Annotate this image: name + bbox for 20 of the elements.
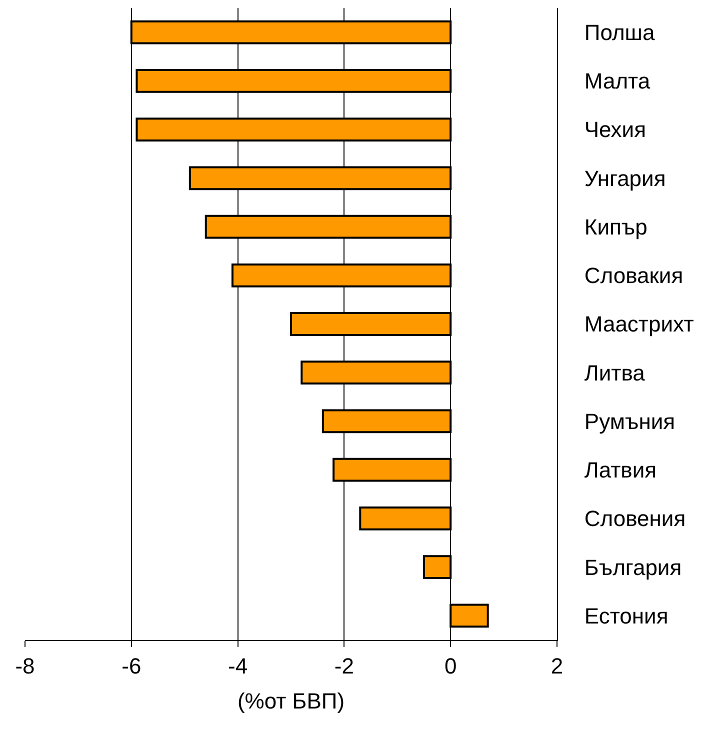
x-tick-label: -2 (334, 653, 354, 678)
x-axis-title: (%от БВП) (237, 688, 345, 714)
x-tick-label: -6 (122, 653, 142, 678)
x-tick-label: -8 (15, 653, 35, 678)
x-tick-label: 2 (550, 653, 564, 678)
x-tick-label: 0 (444, 653, 457, 678)
x-tick-label: -4 (228, 653, 248, 678)
y-tick-label: Латвия (584, 458, 657, 483)
y-tick-label: Полша (584, 20, 656, 46)
y-tick-label: Естония (584, 603, 668, 628)
y-tick-label: Кипър (584, 214, 648, 240)
y-tick-label: Литва (584, 360, 646, 386)
y-tick-label: Словения (584, 506, 686, 532)
y-tick-label: Чехия (584, 117, 646, 142)
y-tick-label: Унгария (584, 166, 666, 191)
y-tick-label: Румъния (584, 408, 676, 434)
y-tick-label: Словакия (584, 263, 684, 288)
y-tick-label: Маастрихт (584, 312, 694, 337)
y-tick-label: България (584, 554, 682, 580)
y-tick-label: Малта (584, 68, 651, 94)
